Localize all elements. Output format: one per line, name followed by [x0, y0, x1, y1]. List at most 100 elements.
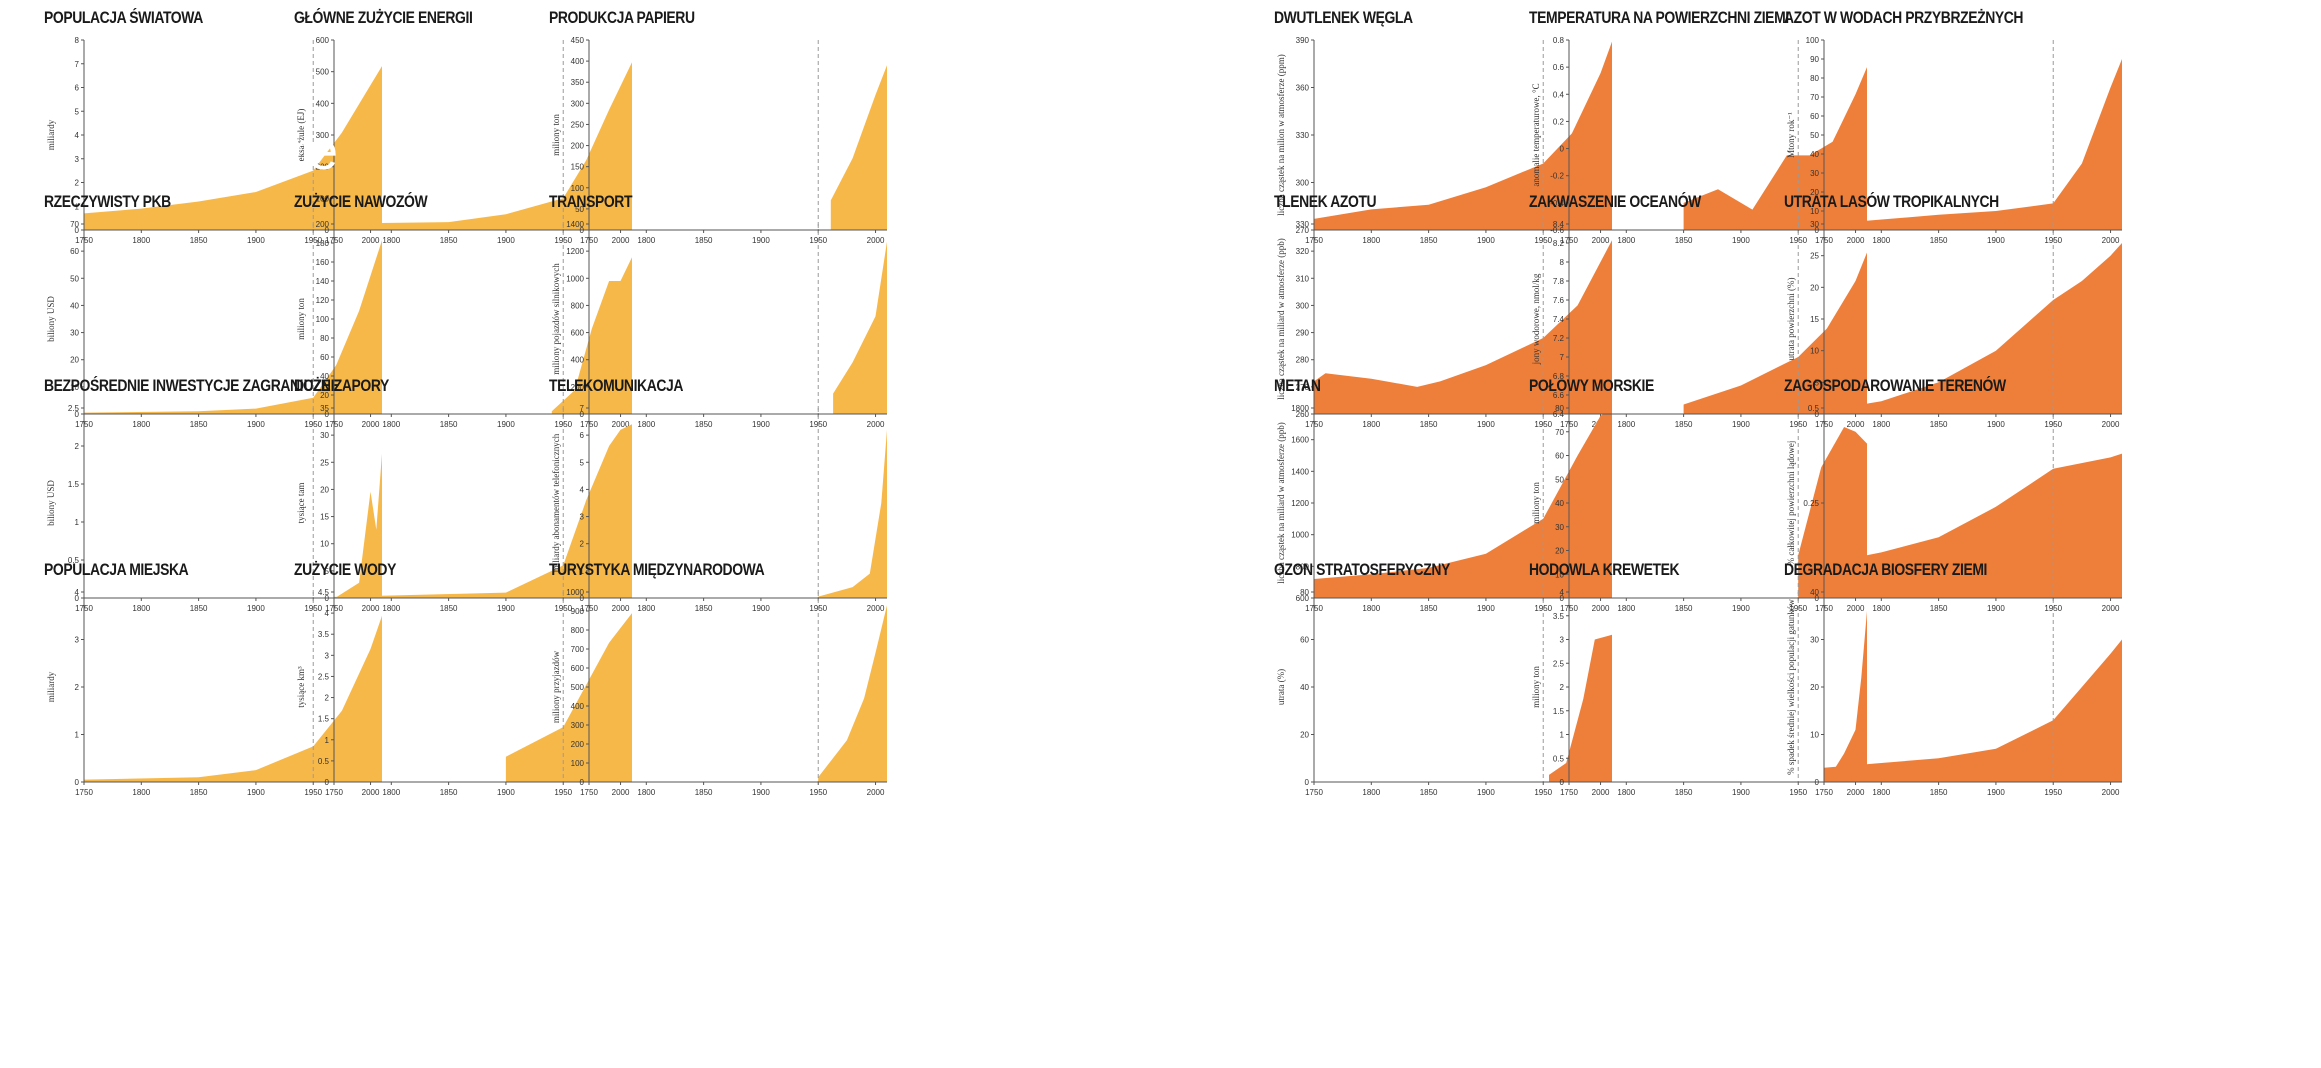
- y-tick-label: 1.5: [318, 715, 330, 724]
- y-tick-label: 4: [580, 485, 585, 494]
- x-tick-label: 1800: [1872, 788, 1890, 797]
- x-tick-label: 1800: [637, 604, 655, 613]
- y-tick-label: 390: [1296, 36, 1310, 45]
- chart-title: METAN: [1274, 376, 1321, 395]
- x-tick-label: 1900: [752, 420, 770, 429]
- y-tick-label: 6: [580, 431, 585, 440]
- y-tick-label: 800: [571, 301, 585, 310]
- x-tick-label: 1950: [809, 788, 827, 797]
- y-tick-label: 0: [580, 226, 585, 235]
- chart-title: OZON STRATOSFERYCZNY: [1274, 560, 1450, 579]
- y-tick-label: 8.2: [1553, 239, 1565, 248]
- y-tick-label: 20: [320, 485, 329, 494]
- y-tick-label: 0.5: [318, 757, 330, 766]
- x-tick-label: 1900: [1477, 604, 1495, 613]
- chart-svg: 0 100 200 300 400 500 600 700 800 900 1000 1750 1800…: [551, 588, 887, 797]
- y-tick-label: 35: [320, 404, 329, 413]
- x-tick-label: 1950: [1789, 788, 1807, 797]
- area-series: [334, 62, 632, 231]
- y-tick-label: 40: [1300, 683, 1309, 692]
- y-tick-label: 600: [571, 664, 585, 673]
- y-tick-label: 10: [1555, 570, 1564, 579]
- x-tick-label: 2000: [362, 236, 380, 245]
- y-axis-label: % całkowitej powierzchni lądowej: [1786, 441, 1796, 566]
- chart-title: BEZPOŚREDNIE INWESTYCJE ZAGRANICZNE: [44, 376, 340, 395]
- y-axis-label: utrata (%): [1276, 669, 1286, 705]
- chart-title: POPULACJA ŚWIATOWA: [44, 8, 203, 27]
- area-series: [1683, 67, 1867, 230]
- x-tick-label: 1850: [190, 604, 208, 613]
- y-tick-label: 1000: [566, 274, 584, 283]
- x-tick-label: 2000: [1592, 236, 1610, 245]
- x-tick-label: 1900: [1987, 236, 2005, 245]
- y-tick-label: 900: [571, 607, 585, 616]
- y-tick-label: 20: [1810, 188, 1819, 197]
- y-tick-label: 0: [1815, 226, 1820, 235]
- y-tick-label: 7.2: [1553, 334, 1565, 343]
- y-tick-label: 100: [1806, 36, 1820, 45]
- y-tick-label: 7: [75, 60, 80, 69]
- x-tick-label: 1800: [1872, 236, 1890, 245]
- y-tick-label: 30: [320, 431, 329, 440]
- y-tick-label: 5: [1815, 378, 1820, 387]
- overlay-fragment: re: [290, 121, 339, 181]
- area-series: [1683, 252, 1867, 414]
- y-tick-label: 15: [1810, 315, 1819, 324]
- y-tick-label: 0: [325, 226, 330, 235]
- y-tick-label: 400: [316, 99, 330, 108]
- area-series: [1824, 639, 2122, 782]
- x-tick-label: 2000: [362, 604, 380, 613]
- y-tick-label: 1: [580, 567, 585, 576]
- y-tick-label: 2: [325, 694, 330, 703]
- y-tick-label: 200: [571, 142, 585, 151]
- x-tick-label: 1850: [1930, 788, 1948, 797]
- y-tick-label: 0: [75, 594, 80, 603]
- chart-title: TRANSPORT: [549, 192, 633, 211]
- y-tick-label: 50: [70, 274, 79, 283]
- y-tick-label: 6.4: [1553, 410, 1565, 419]
- x-tick-label: 1850: [1930, 604, 1948, 613]
- y-tick-label: 500: [316, 68, 330, 77]
- y-tick-label: 0.4: [1553, 90, 1565, 99]
- y-tick-label: 20: [70, 356, 79, 365]
- y-tick-label: 1: [75, 731, 80, 740]
- x-tick-label: 1900: [247, 604, 265, 613]
- y-tick-label: 80: [1555, 404, 1564, 413]
- x-tick-label: 1800: [132, 420, 150, 429]
- y-tick-label: 270: [1296, 383, 1310, 392]
- y-tick-label: 4: [325, 609, 330, 618]
- chart-title: GŁÓWNE ZUŻYCIE ENERGII: [294, 8, 473, 27]
- y-tick-label: 1.5: [1553, 707, 1565, 716]
- y-tick-label: 260: [1296, 410, 1310, 419]
- y-axis-label: biliony USD: [46, 480, 56, 526]
- y-tick-label: 2: [75, 179, 80, 188]
- y-tick-label: 200: [571, 740, 585, 749]
- y-tick-label: 5: [75, 107, 80, 116]
- y-tick-label: 0.2: [1553, 117, 1565, 126]
- y-tick-label: 20: [1810, 683, 1819, 692]
- y-tick-label: 70: [1810, 93, 1819, 102]
- y-tick-label: 4: [75, 588, 80, 597]
- area-series: [1824, 453, 2122, 598]
- x-tick-label: 1900: [497, 604, 515, 613]
- area-series: [334, 424, 632, 598]
- y-tick-label: 0.25: [1803, 499, 1819, 508]
- chart-title: ZUŻYCIE WODY: [294, 560, 396, 579]
- x-tick-label: 2000: [612, 604, 630, 613]
- x-tick-label: 1750: [75, 788, 93, 797]
- x-tick-label: 1900: [1732, 604, 1750, 613]
- y-tick-label: 0: [75, 226, 80, 235]
- x-tick-label: 1900: [752, 236, 770, 245]
- x-tick-label: 1900: [1732, 420, 1750, 429]
- x-tick-label: 2000: [1592, 788, 1610, 797]
- y-tick-label: 300: [571, 99, 585, 108]
- y-axis-label: tysiące tam: [296, 483, 306, 524]
- chart-title: POPULACJA MIEJSKA: [44, 560, 189, 579]
- area-series: [1314, 240, 1612, 414]
